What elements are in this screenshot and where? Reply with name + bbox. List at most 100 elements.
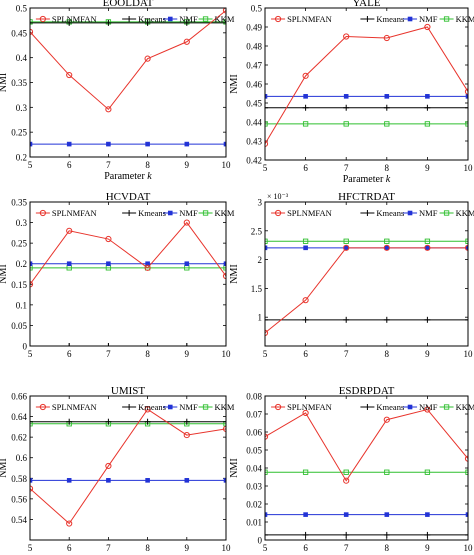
- x-tick-label: 6: [67, 543, 72, 553]
- legend-item-kmeans: Kmeans: [122, 14, 166, 24]
- x-tick-label: 7: [106, 349, 111, 359]
- data-point-nmf: [66, 478, 72, 483]
- data-point-splnmfan: [105, 462, 112, 470]
- chart-panel-hcvdat: HCVDAT 0 0.05 0.1 0.15 0.2 0.25 0.3 0.35 5 6 7 8 9 10 N…: [0, 191, 235, 359]
- y-tick-label: 0.1: [16, 300, 27, 310]
- chart-title: EOOLDAT: [103, 0, 154, 9]
- x-tick-label: 8: [145, 160, 150, 170]
- data-point-nmf: [223, 478, 226, 483]
- data-point-kmeans: [343, 104, 350, 111]
- legend: SPLNMFAN Kmeans NMF KKM: [271, 402, 474, 412]
- data-point-kmeans: [183, 19, 190, 26]
- data-point-kmeans: [105, 418, 112, 425]
- data-point-nmf: [303, 512, 308, 517]
- legend-marker: [274, 209, 282, 217]
- y-tick-label: 0.15: [11, 280, 27, 290]
- plot-frame: [29, 7, 227, 158]
- data-point-kkm: [265, 238, 268, 244]
- data-point-kmeans: [144, 19, 151, 26]
- series-layer: [30, 219, 226, 346]
- data-point-kmeans: [343, 316, 350, 323]
- data-point-nmf: [465, 245, 468, 251]
- data-point-kkm: [343, 469, 349, 475]
- y-axis-label: NMI: [0, 73, 9, 92]
- plot-frame: [264, 201, 469, 347]
- data-point-splnmfan: [30, 28, 34, 35]
- x-tick-label: 7: [344, 349, 349, 359]
- legend-item-nmf: NMF: [403, 14, 438, 24]
- y-tick-label: 0.03: [246, 482, 262, 492]
- data-point-nmf: [465, 94, 468, 99]
- data-point-nmf: [265, 512, 268, 517]
- series-line-splnmfan: [30, 221, 226, 285]
- data-point-nmf: [265, 94, 268, 99]
- y-tick-label: 0.58: [11, 474, 27, 484]
- x-tick-label: 5: [263, 543, 268, 553]
- y-tick-label: 0.5: [251, 4, 263, 14]
- legend-item-kkm: KKM: [198, 14, 235, 24]
- data-point-nmf: [343, 245, 349, 251]
- x-tick-label: 5: [263, 163, 268, 173]
- y-tick-label: 0.45: [11, 28, 27, 38]
- legend-label: KKM: [456, 14, 474, 24]
- y-tick-label: 0.47: [246, 61, 262, 71]
- legend-item-kkm: KKM: [439, 402, 474, 412]
- data-point-splnmfan: [144, 264, 151, 271]
- x-tick-label: 5: [28, 543, 33, 553]
- data-point-splnmfan: [183, 219, 190, 226]
- y-tick-label: 0.2: [16, 259, 27, 269]
- data-point-splnmfan: [343, 477, 350, 484]
- legend-marker: [407, 404, 413, 410]
- x-tick-label: 9: [425, 349, 430, 359]
- legend-marker: [126, 404, 133, 410]
- data-point-nmf: [106, 261, 111, 267]
- legend-label: SPLNMFAN: [287, 208, 332, 218]
- data-point-kmeans: [265, 531, 268, 538]
- legend-label: Kmeans: [138, 208, 166, 218]
- data-point-nmf: [184, 141, 190, 147]
- data-point-splnmfan: [343, 33, 350, 40]
- y-tick-label: 2.5: [251, 226, 263, 236]
- y-tick-label: 0.4: [16, 53, 28, 63]
- legend-marker: [39, 403, 46, 411]
- data-point-splnmfan: [424, 244, 431, 251]
- data-point-kkm: [424, 469, 431, 475]
- x-tick-label: 6: [303, 349, 308, 359]
- legend-marker: [167, 210, 173, 216]
- legend-marker: [167, 16, 173, 22]
- data-point-kmeans: [383, 531, 390, 538]
- y-tick-label: 0: [258, 536, 263, 546]
- legend-marker: [364, 210, 371, 216]
- legend-marker: [443, 16, 450, 22]
- legend-label: Kmeans: [376, 402, 404, 412]
- y-tick-label: 0: [23, 342, 28, 352]
- data-point-nmf: [106, 141, 111, 147]
- data-point-kmeans: [302, 104, 309, 111]
- series-layer: [265, 23, 468, 147]
- legend-item-nmf: NMF: [163, 208, 198, 218]
- legend-label: KKM: [456, 402, 474, 412]
- plot-frame: [264, 395, 469, 541]
- legend-label: SPLNMFAN: [52, 14, 97, 24]
- data-point-kmeans: [66, 343, 73, 346]
- data-point-kkm: [384, 121, 390, 127]
- axis-exponent-label: × 10⁻³: [267, 192, 289, 201]
- x-tick-label: 9: [185, 349, 190, 359]
- legend-label: Kmeans: [376, 208, 404, 218]
- x-tick-label: 5: [263, 349, 268, 359]
- data-point-splnmfan: [302, 72, 309, 79]
- x-tick-label: 10: [222, 543, 232, 553]
- legend-item-nmf: NMF: [163, 14, 198, 24]
- data-point-kkm: [223, 421, 226, 427]
- legend: SPLNMFAN Kmeans NMF KKM: [35, 208, 235, 218]
- data-point-kmeans: [465, 316, 468, 323]
- x-tick-label: 9: [425, 543, 430, 553]
- legend-marker: [202, 404, 209, 410]
- series-layer: [30, 8, 226, 147]
- data-point-kmeans: [383, 104, 390, 111]
- legend-item-kmeans: Kmeans: [360, 208, 404, 218]
- data-point-kmeans: [223, 19, 226, 26]
- data-point-nmf: [106, 478, 111, 483]
- data-point-kkm: [30, 19, 33, 25]
- x-tick-label: 5: [28, 160, 33, 170]
